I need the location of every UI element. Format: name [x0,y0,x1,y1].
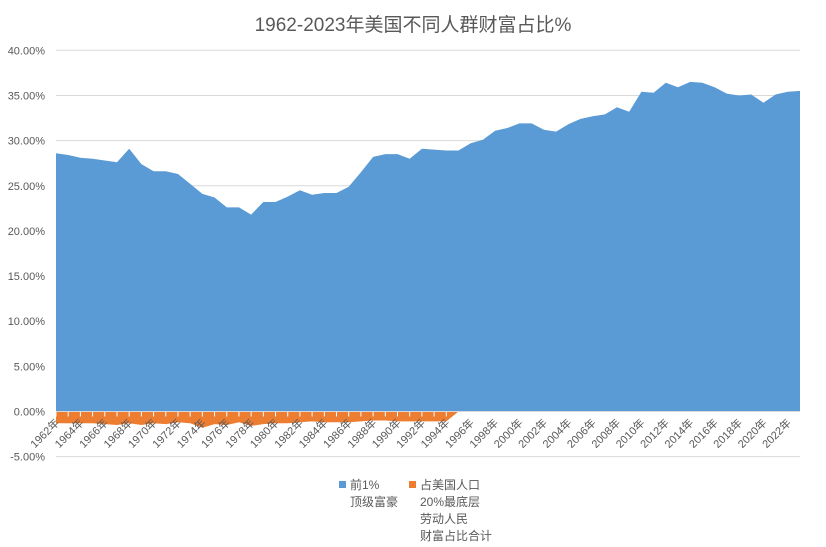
y-tick-label: 0.00% [14,407,45,419]
y-tick-label: 10.00% [8,316,46,328]
legend-swatch-blue [339,481,346,488]
y-tick-label: 20.00% [8,226,46,238]
y-tick-label: -5.00% [10,452,45,464]
y-tick-label: 15.00% [8,271,46,283]
legend-label-line: 劳动人民 [420,512,469,526]
legend-label-line: 20%最底层 [420,495,481,509]
y-tick-label: 25.00% [8,181,46,193]
y-tick-label: 5.00% [14,361,45,373]
legend-label-line: 占美国人口 [420,478,481,492]
legend-label-line: 前1% [350,478,380,492]
chart-title: 1962-2023年美国不同人群财富占比% [254,15,572,36]
legend-label-line: 财富占比合计 [420,529,493,543]
area-series-bottom20 [56,411,800,428]
legend-item-top1: 前1% 顶级富豪 [339,477,398,511]
y-tick-label: 30.00% [8,136,46,148]
legend-swatch-orange [409,481,416,488]
y-tick-label: 40.00% [8,45,46,57]
y-tick-label: 35.00% [8,90,46,102]
legend-label-line: 顶级富豪 [350,495,399,509]
area-series-top1 [56,81,800,412]
legend-item-bottom20: 占美国人口 20%最底层 劳动人民财富占比合计 [409,477,492,545]
